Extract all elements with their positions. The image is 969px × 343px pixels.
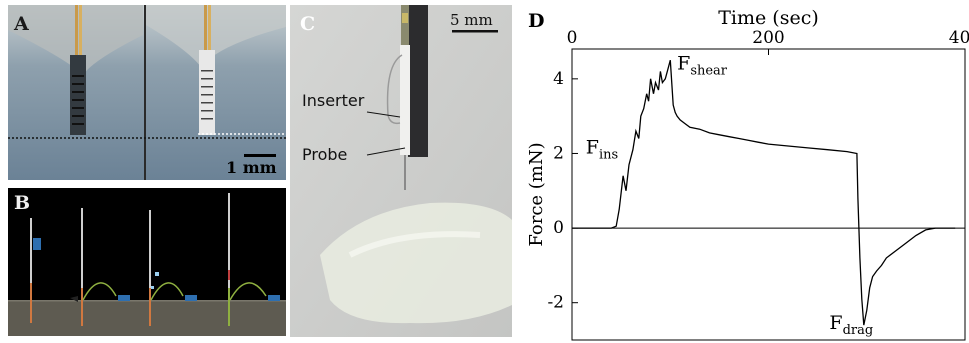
y-tick-label: 0	[553, 218, 564, 238]
x-axis-label: Time (sec)	[718, 7, 819, 29]
panel-letter-d: D	[528, 10, 545, 32]
x-tick-label: 200	[752, 28, 784, 48]
simulation-frames	[8, 188, 286, 336]
y-axis-label: Force (mN)	[526, 142, 547, 246]
panel-letter-c: C	[300, 13, 316, 35]
panel-d-chart: D 0 200 400 -2 0 2 4 Fins Fshear Fdrag Time (sec…	[520, 0, 969, 343]
inserter-label: Inserter	[302, 91, 365, 110]
annotation-f-shear: Fshear	[677, 53, 728, 79]
scale-bar-label: 1 mm	[226, 158, 277, 177]
inserter-probe-photo	[290, 5, 512, 337]
scale-bar-label-c: 5 mm	[450, 11, 493, 29]
y-tick-label: 4	[553, 69, 564, 89]
panel-c-photo: C 5 mm Inserter Probe	[290, 5, 512, 337]
panel-b-simulation: B	[8, 188, 286, 336]
panel-letter-a: A	[14, 13, 29, 35]
y-tick-label: -2	[547, 293, 564, 313]
probe-insertion-photo	[8, 5, 286, 180]
force-series-line	[572, 60, 956, 326]
probe-label: Probe	[302, 145, 348, 164]
panel-a-photo: A 1 mm	[8, 5, 286, 180]
panel-letter-b: B	[14, 192, 31, 214]
annotation-f-drag: Fdrag	[829, 312, 873, 338]
x-tick-label: 0	[567, 28, 578, 48]
y-tick-label: 2	[553, 143, 564, 163]
annotation-f-ins: Fins	[586, 136, 618, 162]
x-tick-label: 400	[949, 28, 969, 48]
plot-frame	[571, 48, 966, 341]
